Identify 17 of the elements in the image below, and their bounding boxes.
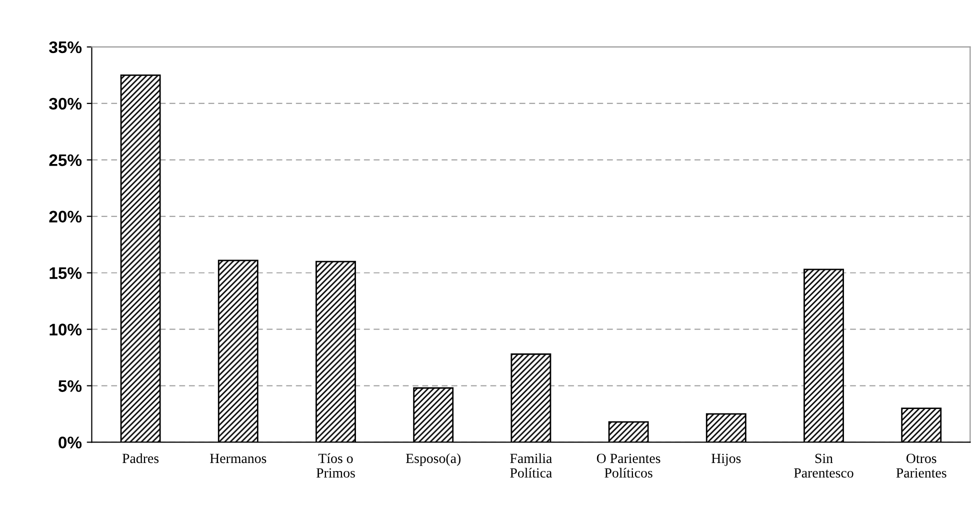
x-tick-label: Padres [122,453,159,464]
y-tick-label: 10% [50,324,82,336]
x-tick-label: O Parientes Políticos [596,454,660,478]
x-tick-label: Tíos o Primos [316,453,355,478]
y-tick-label: 20% [49,210,82,223]
y-tick-label: 35% [49,41,82,54]
x-tick-label: Otros Parientes [896,454,946,478]
y-tick-label: 5% [58,380,82,392]
y-tick-label: 0% [58,436,82,448]
y-tick-label: 15% [50,267,82,280]
x-tick-label: Esposo(a) [406,453,461,466]
x-tick-label: Familia Política [510,453,552,478]
x-tick-label: Sin Parentesco [794,454,854,478]
x-tick-label: Hijos [711,454,741,466]
x-tick-label: Hermanos [210,454,266,464]
y-tick-label: 25% [49,154,82,166]
y-tick-label: 30% [49,98,82,110]
